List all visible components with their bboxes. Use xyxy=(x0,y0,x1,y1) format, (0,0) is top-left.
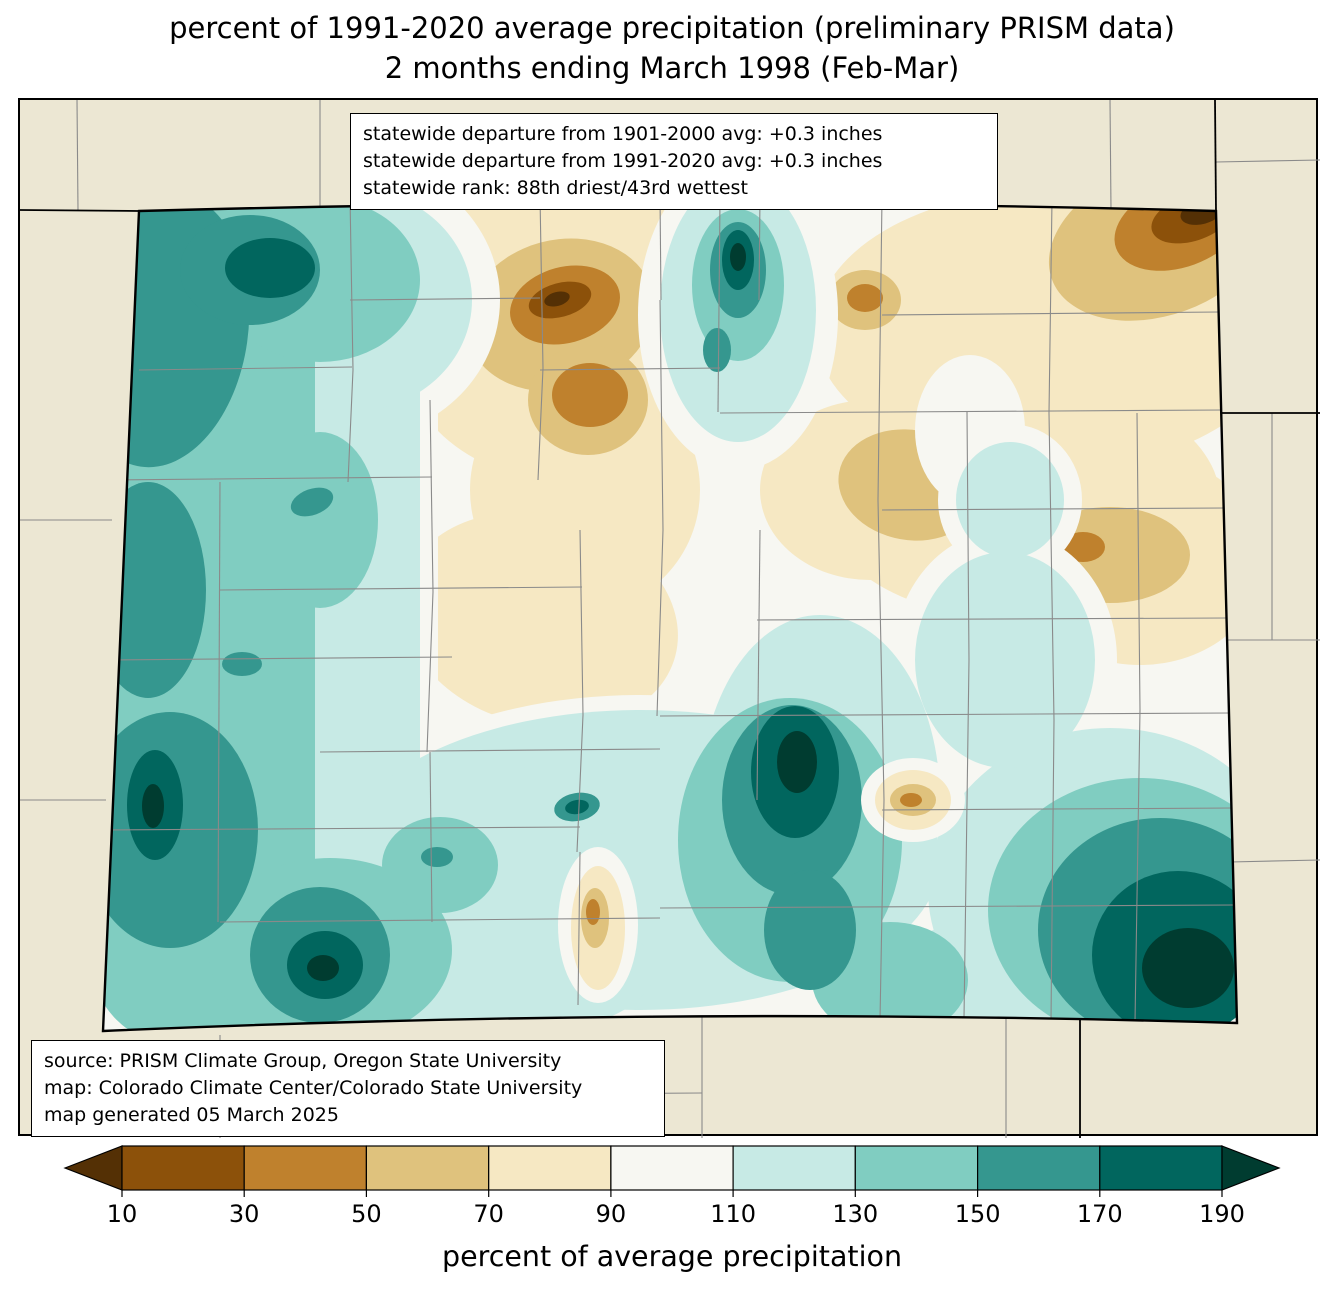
precip-contour-fills xyxy=(103,203,1237,1031)
map-frame: statewide departure from 1901-2000 avg: … xyxy=(18,98,1320,1138)
colorbar-caption: percent of average precipitation xyxy=(441,1240,903,1273)
source-line-1: source: PRISM Climate Group, Oregon Stat… xyxy=(44,1050,562,1072)
colorbar-tick-label: 130 xyxy=(832,1200,879,1228)
stats-line-1: statewide departure from 1901-2000 avg: … xyxy=(363,123,883,145)
county-boundaries xyxy=(103,203,1236,1023)
colorbar-right-arrow xyxy=(1221,1145,1281,1191)
colorbar-left-arrow xyxy=(63,1145,123,1191)
colorbar-tick-label: 90 xyxy=(595,1200,627,1228)
contours-wet-teal xyxy=(103,203,1237,1031)
stats-box: statewide departure from 1901-2000 avg: … xyxy=(350,113,998,210)
colorbar-ticks xyxy=(121,1190,1223,1197)
title-line-1: percent of 1991-2020 average precipitati… xyxy=(169,11,1175,45)
source-box: source: PRISM Climate Group, Oregon Stat… xyxy=(31,1040,665,1137)
colorbar-tick-label: 110 xyxy=(710,1200,756,1228)
colorbar-tick-label: 50 xyxy=(351,1200,382,1228)
page-title: percent of 1991-2020 average precipitati… xyxy=(0,8,1344,88)
stats-line-3: statewide rank: 88th driest/43rd wettest xyxy=(363,176,748,199)
title-line-2: 2 months ending March 1998 (Feb-Mar) xyxy=(384,51,960,86)
stats-line-2: statewide departure from 1991-2020 avg: … xyxy=(363,149,883,172)
source-line-3: map generated 05 March 2025 xyxy=(44,1103,339,1126)
colorbar-tick-label: 190 xyxy=(1199,1200,1245,1228)
colorado-precipitation-map xyxy=(20,100,1320,1138)
colorbar-tick-label: 150 xyxy=(954,1200,1001,1228)
neighbor-state-borders xyxy=(20,100,1320,1138)
colorbar-tick-label: 70 xyxy=(473,1200,504,1228)
colorbar: 10 30 50 70 90 110 130 150 170 190 perce… xyxy=(0,1142,1344,1299)
colorbar-scale xyxy=(63,1145,1281,1197)
colorbar-tick-label: 30 xyxy=(228,1200,260,1228)
source-line-2: map: Colorado Climate Center/Colorado St… xyxy=(44,1076,583,1099)
colorbar-tick-label: 10 xyxy=(106,1200,138,1228)
colorbar-tick-labels: 10 30 50 70 90 110 130 150 170 190 xyxy=(0,1200,1344,1234)
colorbar-tick-label: 170 xyxy=(1076,1200,1123,1228)
